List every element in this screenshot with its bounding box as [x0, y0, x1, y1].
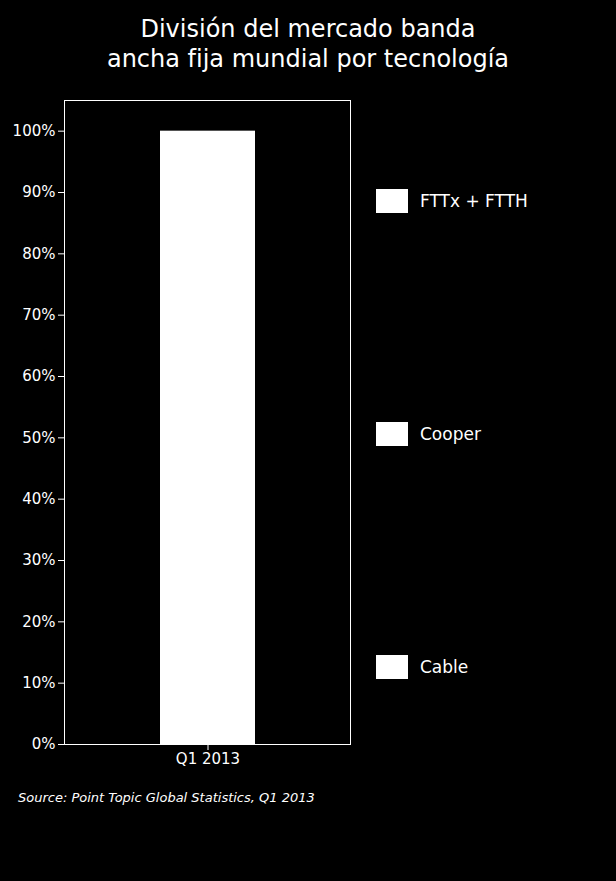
svg-text:70%: 70%: [22, 306, 55, 324]
html-text:FTTx + FTTH: FTTx + FTTH: [420, 190, 528, 211]
svg-text:20%: 20%: [22, 613, 55, 631]
svg-text:100%: 100%: [13, 122, 56, 140]
html-text:División del mercado banda: División del mercado banda: [140, 15, 476, 43]
html-text:Cooper: Cooper: [420, 424, 481, 444]
svg-text:50%: 50%: [22, 429, 55, 447]
svg-text:Q1 2013: Q1 2013: [176, 750, 240, 768]
svg-text:10%: 10%: [22, 674, 55, 692]
svg-text:60%: 60%: [22, 367, 55, 385]
html-text:ancha fija mundial por tecnolo: ancha fija mundial por tecnología: [106, 45, 510, 73]
svg-text:0%: 0%: [32, 735, 56, 753]
svg-text:30%: 30%: [22, 551, 55, 569]
svg-text:40%: 40%: [22, 490, 55, 508]
html-text:Source: Point Topic Global Sta: Source: Point Topic Global Statistics, Q…: [18, 790, 315, 805]
svg-text:80%: 80%: [22, 245, 55, 263]
svg-text:90%: 90%: [22, 183, 55, 201]
html-text:Cable: Cable: [420, 657, 469, 678]
